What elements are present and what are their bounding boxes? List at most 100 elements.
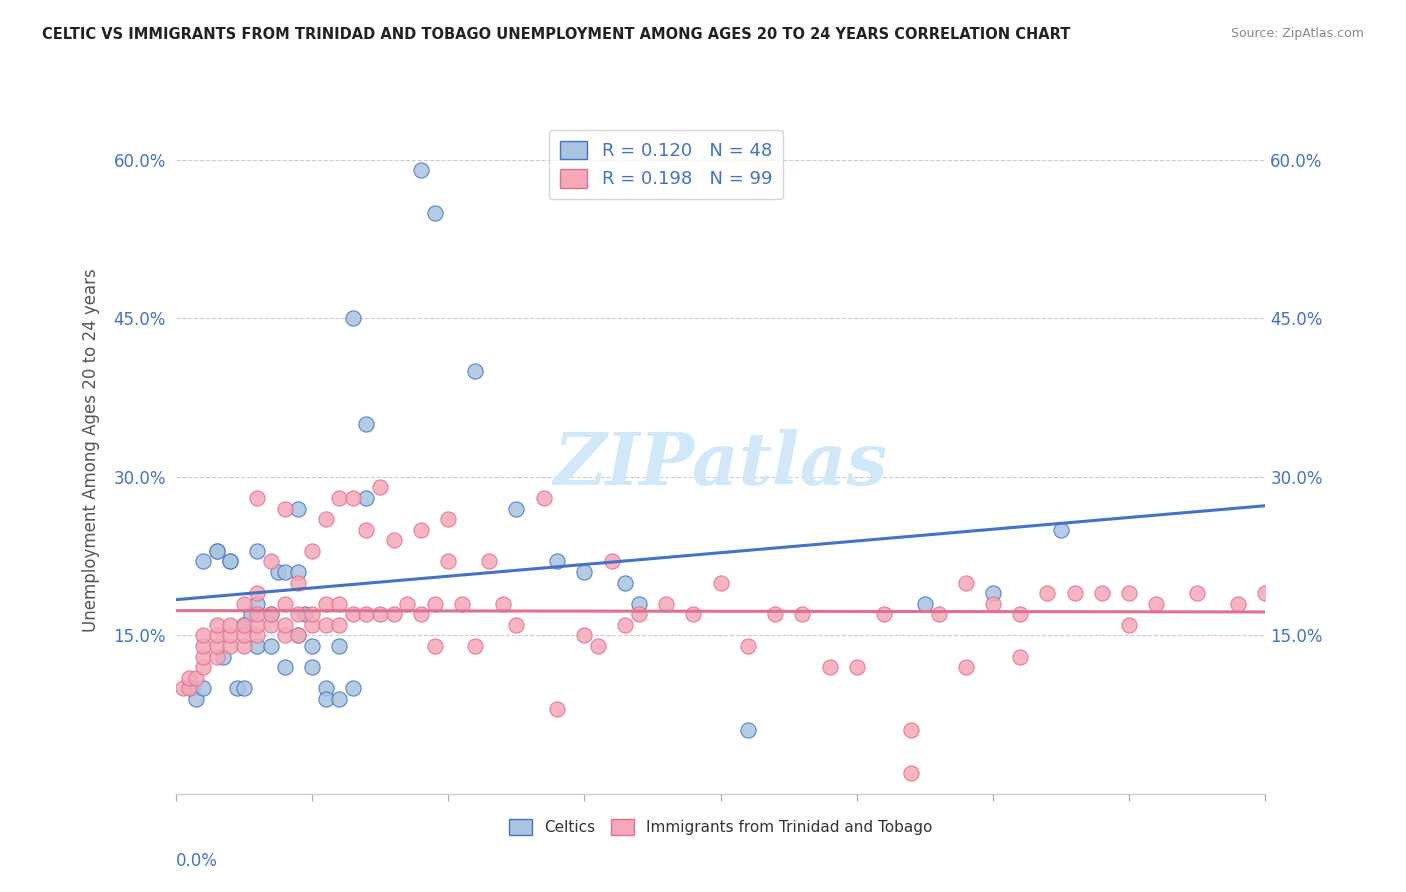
Point [1091,586,1114,600]
Point [533,491,555,505]
Point [845,660,868,674]
Point [492,597,515,611]
Point [627,607,650,622]
Point [179,681,201,696]
Point [274,628,297,642]
Point [396,597,419,611]
Legend: Celtics, Immigrants from Trinidad and Tobago: Celtics, Immigrants from Trinidad and To… [503,813,938,841]
Point [274,597,297,611]
Point [328,617,350,632]
Point [655,597,678,611]
Point [737,639,759,653]
Point [226,681,249,696]
Point [546,554,568,568]
Point [955,660,977,674]
Point [179,671,201,685]
Point [287,575,309,590]
Point [682,607,704,622]
Point [205,628,228,642]
Point [737,723,759,738]
Point [301,607,323,622]
Point [614,617,637,632]
Point [1227,597,1250,611]
Point [1050,523,1073,537]
Point [328,597,350,611]
Point [219,554,242,568]
Point [315,597,337,611]
Point [437,554,460,568]
Point [600,554,623,568]
Point [260,607,283,622]
Point [356,491,378,505]
Point [437,512,460,526]
Point [246,586,269,600]
Point [315,512,337,526]
Point [792,607,814,622]
Point [342,491,364,505]
Point [186,671,208,685]
Point [191,628,214,642]
Point [246,491,269,505]
Text: 0.0%: 0.0% [176,852,218,871]
Point [409,523,432,537]
Point [301,660,323,674]
Point [274,617,297,632]
Point [546,702,568,716]
Point [1187,586,1209,600]
Point [191,649,214,664]
Point [614,575,637,590]
Point [181,681,204,696]
Text: CELTIC VS IMMIGRANTS FROM TRINIDAD AND TOBAGO UNEMPLOYMENT AMONG AGES 20 TO 24 Y: CELTIC VS IMMIGRANTS FROM TRINIDAD AND T… [42,27,1070,42]
Point [186,691,208,706]
Point [382,607,405,622]
Point [710,575,733,590]
Point [246,628,269,642]
Point [1281,586,1303,600]
Point [246,617,269,632]
Point [328,691,350,706]
Point [287,501,309,516]
Point [423,597,446,611]
Point [450,597,472,611]
Point [246,607,269,622]
Point [260,617,283,632]
Point [342,311,364,326]
Point [232,681,254,696]
Point [1309,575,1331,590]
Point [900,765,922,780]
Point [900,723,922,738]
Point [574,565,596,579]
Point [287,607,309,622]
Point [368,607,391,622]
Point [914,597,936,611]
Point [260,607,283,622]
Point [232,617,254,632]
Point [267,565,290,579]
Point [1144,597,1167,611]
Point [1010,607,1032,622]
Point [191,639,214,653]
Point [423,639,446,653]
Point [232,628,254,642]
Point [328,491,350,505]
Point [873,607,896,622]
Point [928,607,950,622]
Point [574,628,596,642]
Point [274,501,297,516]
Point [260,639,283,653]
Point [219,554,242,568]
Point [274,660,297,674]
Y-axis label: Unemployment Among Ages 20 to 24 years: Unemployment Among Ages 20 to 24 years [82,268,100,632]
Point [172,681,194,696]
Point [315,681,337,696]
Point [464,639,486,653]
Point [1010,649,1032,664]
Point [232,639,254,653]
Point [382,533,405,548]
Point [315,617,337,632]
Point [205,649,228,664]
Point [232,617,254,632]
Point [219,617,242,632]
Point [301,617,323,632]
Point [1336,586,1358,600]
